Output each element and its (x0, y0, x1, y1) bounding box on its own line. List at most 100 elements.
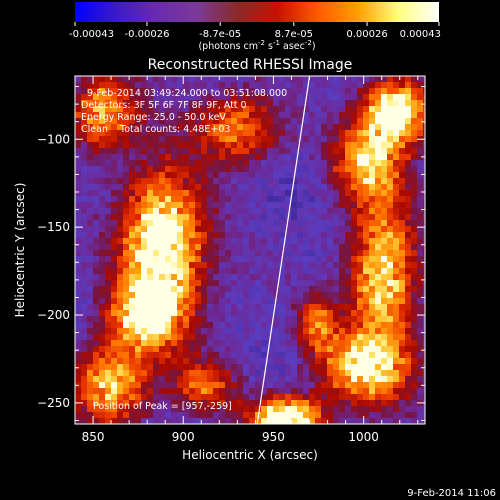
heatmap-cell (423, 358, 425, 365)
heatmap-cell (225, 412, 232, 419)
heatmap-cell (135, 112, 142, 119)
heatmap-cell (309, 412, 316, 419)
heatmap-cell (183, 76, 190, 83)
heatmap-cell (267, 304, 274, 311)
heatmap-cell (153, 202, 160, 209)
heatmap-cell (177, 328, 184, 335)
heatmap-cell (387, 286, 394, 293)
heatmap-cell (423, 364, 425, 371)
heatmap-cell (153, 418, 160, 424)
heatmap-cell (309, 352, 316, 359)
heatmap-cell (207, 370, 214, 377)
heatmap-cell (189, 208, 196, 215)
heatmap-cell (351, 298, 358, 305)
heatmap-cell (369, 112, 376, 119)
heatmap-cell (291, 88, 298, 95)
heatmap-cell (291, 280, 298, 287)
heatmap-cell (291, 226, 298, 233)
heatmap-cell (225, 94, 232, 101)
heatmap-cell (105, 310, 112, 317)
heatmap-cell (255, 328, 262, 335)
heatmap-cell (267, 394, 274, 401)
heatmap-cell (99, 268, 106, 275)
heatmap-cell (165, 376, 172, 383)
heatmap-cell (303, 100, 310, 107)
heatmap-cell (273, 160, 280, 167)
heatmap-cell (363, 148, 370, 155)
heatmap-cell (153, 112, 160, 119)
heatmap-cell (273, 334, 280, 341)
heatmap-cell (225, 142, 232, 149)
heatmap-cell (345, 328, 352, 335)
heatmap-cell (159, 88, 166, 95)
heatmap-cell (129, 184, 136, 191)
heatmap-cell (165, 226, 172, 233)
heatmap-cell (339, 334, 346, 341)
heatmap-cell (339, 358, 346, 365)
heatmap-cell (99, 328, 106, 335)
heatmap-cell (411, 196, 418, 203)
heatmap-cell (189, 118, 196, 125)
heatmap-cell (381, 142, 388, 149)
heatmap-cell (387, 292, 394, 299)
heatmap-cell (81, 388, 88, 395)
heatmap-cell (135, 298, 142, 305)
heatmap-cell (273, 358, 280, 365)
heatmap-cell (165, 250, 172, 257)
heatmap-cell (297, 334, 304, 341)
heatmap-cell (393, 334, 400, 341)
heatmap-cell (405, 178, 412, 185)
heatmap-cell (279, 214, 286, 221)
heatmap-cell (285, 364, 292, 371)
heatmap-cell (339, 172, 346, 179)
heatmap-cell (135, 310, 142, 317)
heatmap-cell (171, 334, 178, 341)
heatmap-cell (171, 328, 178, 335)
heatmap-cell (393, 418, 400, 424)
heatmap-cell (213, 394, 220, 401)
heatmap-cell (111, 214, 118, 221)
heatmap-cell (117, 250, 124, 257)
heatmap-cell (159, 154, 166, 161)
heatmap-cell (153, 178, 160, 185)
heatmap-cell (171, 160, 178, 167)
heatmap-cell (291, 238, 298, 245)
heatmap-cell (351, 184, 358, 191)
heatmap-cell (291, 94, 298, 101)
heatmap-cell (261, 142, 268, 149)
heatmap-cell (231, 328, 238, 335)
heatmap-cell (99, 340, 106, 347)
heatmap-cell (309, 280, 316, 287)
heatmap-cell (381, 352, 388, 359)
heatmap-cell (327, 100, 334, 107)
heatmap-cell (129, 124, 136, 131)
heatmap-cell (111, 88, 118, 95)
heatmap-cell (417, 214, 424, 221)
heatmap-cell (249, 388, 256, 395)
heatmap-cell (339, 250, 346, 257)
heatmap-cell (387, 220, 394, 227)
heatmap-cell (177, 418, 184, 424)
heatmap-cell (183, 406, 190, 413)
heatmap-cell (219, 220, 226, 227)
heatmap-cell (351, 358, 358, 365)
heatmap-cell (225, 214, 232, 221)
heatmap-cell (123, 352, 130, 359)
heatmap-cell (75, 172, 82, 179)
heatmap-cell (351, 334, 358, 341)
heatmap-cell (423, 196, 425, 203)
heatmap-cell (345, 292, 352, 299)
heatmap-cell (117, 346, 124, 353)
heatmap-cell (75, 328, 82, 335)
heatmap-cell (279, 232, 286, 239)
heatmap-cell (345, 316, 352, 323)
heatmap-cell (219, 136, 226, 143)
heatmap-cell (339, 418, 346, 424)
heatmap-cell (327, 262, 334, 269)
heatmap-cell (213, 202, 220, 209)
heatmap-cell (213, 286, 220, 293)
heatmap-cell (153, 370, 160, 377)
heatmap-cell (297, 166, 304, 173)
heatmap-cell (279, 202, 286, 209)
heatmap-cell (123, 286, 130, 293)
